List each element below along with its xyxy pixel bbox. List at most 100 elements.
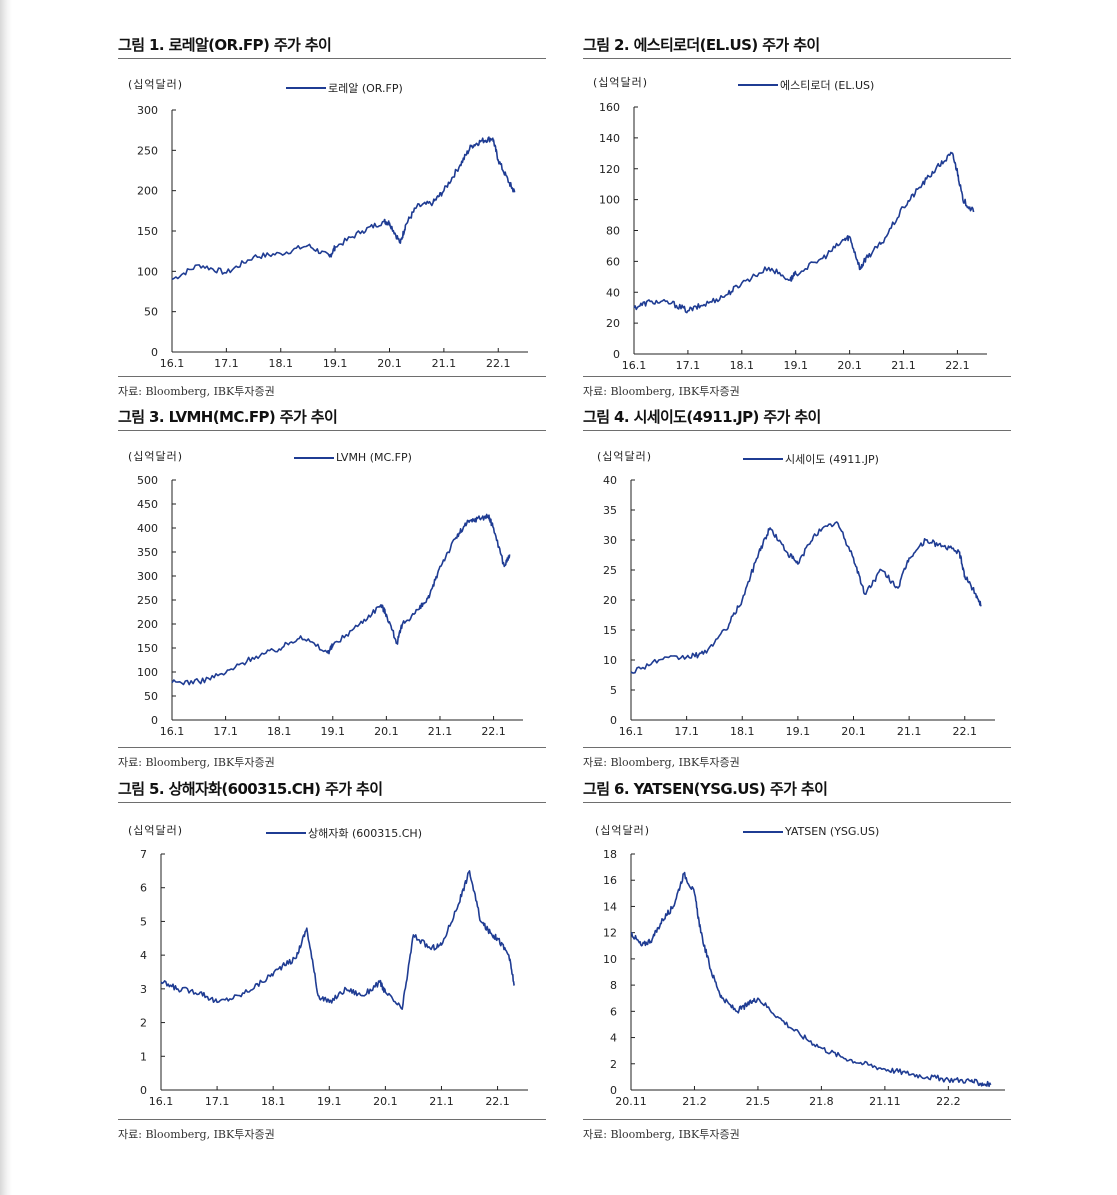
y-tick-label: 8	[610, 979, 617, 992]
legend-swatch	[743, 830, 783, 833]
x-tick-label: 18.1	[730, 725, 755, 738]
legend: YATSEN (YSG.US)	[743, 825, 879, 838]
x-tick-label: 19.1	[321, 725, 346, 738]
series-line	[630, 521, 982, 674]
unit-label: (십억달러)	[128, 450, 184, 463]
x-tick-label: 22.1	[486, 357, 511, 370]
legend-swatch	[738, 84, 778, 86]
y-tick-label: 450	[137, 498, 158, 511]
y-tick-label: 120	[599, 163, 620, 176]
y-tick-label: 500	[137, 474, 158, 487]
unit-label: (십억달러)	[128, 824, 184, 837]
y-tick-label: 20	[603, 594, 617, 607]
line-chart: 0 2 4 6 8 10 12 14 16 18 20.11 21.2 21.5 21.8 21.11 22.…	[603, 848, 1005, 1108]
x-tick-label: 19.1	[786, 725, 811, 738]
legend-label: 시세이도 (4911.JP)	[785, 453, 879, 466]
x-tick-label: 16.1	[160, 725, 185, 738]
unit-label: (십억달러)	[595, 824, 651, 837]
title-rule	[118, 430, 546, 431]
source-note: 자료: Bloomberg, IBK투자증권	[583, 756, 740, 769]
legend: 상해자화 (600315.CH)	[266, 825, 422, 841]
y-tick-label: 2	[610, 1058, 617, 1071]
x-tick-label: 18.1	[269, 357, 294, 370]
y-tick-label: 100	[137, 265, 158, 278]
line-chart: 0 5 10 15 20 25 30 35 40 16.1 17.1 18.1 19.1 20.1 21.1…	[603, 474, 995, 738]
legend: 로레알 (OR.FP)	[286, 80, 403, 96]
x-tick-label: 18.1	[730, 359, 755, 372]
x-tick-label: 17.1	[214, 357, 239, 370]
x-tick-label: 21.1	[891, 359, 916, 372]
y-tick-label: 300	[137, 570, 158, 583]
y-tick-label: 14	[603, 900, 617, 913]
x-tick-label: 16.1	[149, 1095, 174, 1108]
y-tick-label: 250	[137, 144, 158, 157]
x-tick-label: 20.1	[377, 357, 402, 370]
bottom-rule	[583, 1119, 1011, 1120]
y-tick-label: 150	[137, 642, 158, 655]
unit-label: (십억달러)	[593, 76, 649, 89]
y-tick-label: 5	[140, 915, 147, 928]
series-line	[171, 136, 516, 281]
y-tick-label: 10	[603, 953, 617, 966]
x-tick-label: 21.5	[746, 1095, 771, 1108]
legend: 에스티로더 (EL.US)	[738, 77, 874, 93]
x-tick-label: 20.1	[374, 725, 399, 738]
series-line	[160, 870, 516, 1010]
y-tick-label: 160	[599, 101, 620, 114]
x-tick-label: 20.1	[373, 1095, 398, 1108]
chart-panel-4: 그림 4. 시세이도(4911.JP) 주가 추이 (십억달러) 시세이도 (4…	[583, 406, 1011, 776]
y-tick-label: 12	[603, 927, 617, 940]
y-tick-label: 100	[599, 194, 620, 207]
y-tick-label: 60	[606, 255, 620, 268]
legend-label: 로레알 (OR.FP)	[328, 82, 403, 95]
y-tick-label: 350	[137, 546, 158, 559]
title-rule	[583, 802, 1011, 803]
y-tick-label: 0	[610, 1084, 617, 1097]
y-tick-label: 5	[610, 684, 617, 697]
x-tick-label: 22.1	[945, 359, 970, 372]
x-tick-label: 16.1	[619, 725, 644, 738]
chart-panel-2: 그림 2. 에스티로더(EL.US) 주가 추이 (십억달러) 에스티로더 (E…	[583, 34, 1011, 404]
y-tick-label: 0	[610, 714, 617, 727]
chart-panel-3: 그림 3. LVMH(MC.FP) 주가 추이 (십억달러) LVMH (MC.…	[118, 406, 546, 776]
y-tick-label: 6	[610, 1005, 617, 1018]
y-tick-label: 80	[606, 225, 620, 238]
x-tick-label: 19.1	[323, 357, 348, 370]
x-tick-label: 21.2	[682, 1095, 707, 1108]
y-tick-label: 20	[606, 317, 620, 330]
source-note: 자료: Bloomberg, IBK투자증권	[583, 1128, 740, 1141]
legend-swatch	[286, 87, 326, 89]
line-chart: 0 50 100 150 200 250 300 350 400 450 500 16.1 17.1 18…	[137, 474, 523, 738]
x-tick-label: 18.1	[267, 725, 292, 738]
bottom-rule	[583, 747, 1011, 748]
x-tick-label: 22.2	[936, 1095, 961, 1108]
legend-label: 에스티로더 (EL.US)	[780, 79, 875, 92]
x-tick-label: 17.1	[213, 725, 238, 738]
y-tick-label: 3	[140, 983, 147, 996]
y-tick-label: 35	[603, 504, 617, 517]
x-tick-label: 21.1	[432, 357, 457, 370]
y-tick-label: 50	[144, 690, 158, 703]
line-chart: 0 20 40 60 80 100 120 140 160 16.1 17.1 18.1 19.1 20.…	[599, 101, 987, 372]
chart-title: 그림 4. 시세이도(4911.JP) 주가 추이	[583, 408, 821, 426]
title-rule	[118, 58, 546, 59]
y-tick-label: 50	[144, 306, 158, 319]
legend-label: LVMH (MC.FP)	[336, 451, 412, 464]
y-tick-label: 0	[613, 348, 620, 361]
y-tick-label: 0	[140, 1084, 147, 1097]
x-tick-label: 21.1	[428, 725, 453, 738]
x-tick-label: 16.1	[160, 357, 185, 370]
legend-swatch	[266, 832, 306, 834]
x-tick-label: 21.11	[869, 1095, 901, 1108]
legend: 시세이도 (4911.JP)	[743, 451, 879, 467]
x-tick-label: 18.1	[261, 1095, 286, 1108]
series-line	[171, 513, 511, 686]
x-tick-label: 22.1	[953, 725, 978, 738]
x-tick-label: 20.11	[615, 1095, 647, 1108]
y-tick-label: 400	[137, 522, 158, 535]
source-note: 자료: Bloomberg, IBK투자증권	[118, 385, 275, 398]
y-tick-label: 250	[137, 594, 158, 607]
line-chart: 0 1 2 3 4 5 6 7 16.1 17.1 18.1 19.1 20.1 21.1 22.1	[140, 848, 528, 1108]
x-tick-label: 21.1	[429, 1095, 454, 1108]
chart-panel-5: 그림 5. 상해자화(600315.CH) 주가 추이 (십억달러) 상해자화 …	[118, 778, 546, 1148]
